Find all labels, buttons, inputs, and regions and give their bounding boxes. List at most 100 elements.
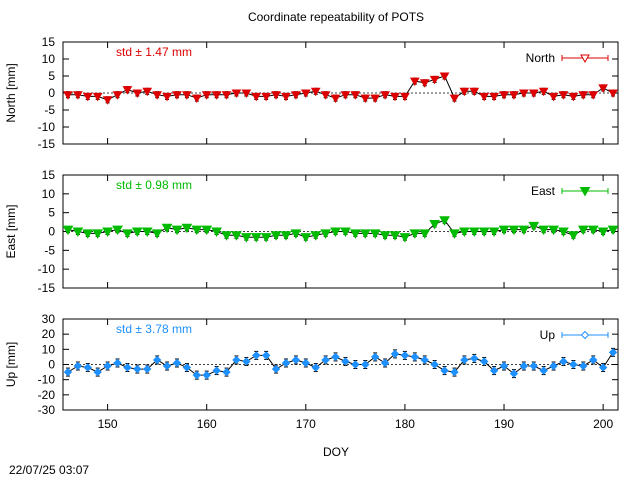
data-point xyxy=(132,89,143,99)
data-point xyxy=(141,227,153,238)
data-point xyxy=(311,363,320,372)
y-tick-label: 5 xyxy=(48,206,55,220)
data-point xyxy=(231,231,242,241)
data-point xyxy=(440,366,449,375)
x-tick-label: 180 xyxy=(395,417,415,431)
data-point xyxy=(410,352,420,362)
data-point xyxy=(479,357,489,366)
data-point xyxy=(83,363,92,372)
data-point xyxy=(122,86,133,95)
data-point xyxy=(82,92,93,102)
data-point xyxy=(281,358,291,368)
data-point xyxy=(519,361,529,371)
data-point xyxy=(548,225,559,236)
data-point xyxy=(291,355,301,365)
data-point xyxy=(400,351,410,360)
chart-title: Coordinate repeatability of POTS xyxy=(248,10,424,24)
legend-marker xyxy=(579,187,591,197)
data-point xyxy=(499,361,509,371)
data-point xyxy=(252,351,261,360)
data-point xyxy=(607,225,618,236)
data-point xyxy=(489,366,499,375)
y-tick-label: 10 xyxy=(42,52,56,66)
data-point xyxy=(529,361,538,371)
data-point xyxy=(597,227,609,238)
data-point xyxy=(548,92,559,102)
timestamp: 22/07/25 03:07 xyxy=(9,463,89,477)
x-tick-label: 200 xyxy=(593,417,613,431)
data-point xyxy=(578,91,589,100)
data-point xyxy=(232,355,241,365)
data-point xyxy=(171,225,183,236)
data-point xyxy=(162,92,172,102)
data-point xyxy=(181,223,193,234)
data-point xyxy=(499,91,509,100)
data-point xyxy=(439,216,450,226)
data-point xyxy=(488,227,500,238)
y-tick-label: -30 xyxy=(38,403,56,417)
data-point xyxy=(162,361,172,371)
data-point xyxy=(72,227,84,238)
data-point xyxy=(390,349,400,359)
data-point xyxy=(518,89,529,99)
data-point xyxy=(152,355,162,365)
data-point xyxy=(558,91,569,100)
data-point xyxy=(470,354,479,363)
data-point xyxy=(201,91,212,100)
data-point xyxy=(211,91,222,100)
data-point xyxy=(240,233,252,243)
data-point xyxy=(449,94,460,104)
y-tick-label: -10 xyxy=(38,262,56,276)
data-point xyxy=(301,358,311,368)
data-point xyxy=(587,225,599,236)
data-point xyxy=(509,369,519,378)
data-point xyxy=(429,219,441,230)
data-point xyxy=(419,79,430,88)
data-point xyxy=(270,231,282,241)
data-point xyxy=(518,225,530,236)
data-point xyxy=(221,91,232,100)
y-tick-label: 15 xyxy=(42,168,56,182)
y-tick-label: 30 xyxy=(42,312,56,326)
y-tick-label: -15 xyxy=(38,137,56,151)
data-point xyxy=(459,227,470,238)
data-point xyxy=(73,361,83,371)
data-point xyxy=(172,358,182,368)
data-point xyxy=(300,233,312,243)
data-point xyxy=(409,229,421,239)
data-point xyxy=(320,91,331,100)
data-point xyxy=(131,227,143,238)
data-point xyxy=(291,91,301,100)
data-point xyxy=(569,360,578,369)
data-point xyxy=(351,360,360,369)
data-point xyxy=(321,355,330,365)
data-point xyxy=(598,363,608,372)
data-point xyxy=(538,225,550,236)
series-up xyxy=(63,347,618,380)
data-point xyxy=(400,92,410,102)
data-point xyxy=(241,89,252,99)
data-point xyxy=(468,227,480,238)
data-point xyxy=(528,221,540,232)
data-point xyxy=(133,364,142,374)
data-point xyxy=(211,227,222,238)
legend-marker xyxy=(580,54,590,64)
data-point xyxy=(419,229,431,239)
data-point xyxy=(82,229,94,239)
y-tick-label: -20 xyxy=(38,388,56,402)
x-tick-label: 170 xyxy=(296,417,316,431)
data-point xyxy=(549,361,558,371)
data-point xyxy=(430,360,439,369)
data-point xyxy=(113,358,122,368)
data-point xyxy=(588,91,599,100)
data-point xyxy=(350,229,361,239)
data-point xyxy=(399,233,411,243)
data-point xyxy=(577,225,589,236)
y-tick-label: 0 xyxy=(48,225,55,239)
data-point xyxy=(598,84,608,93)
data-point xyxy=(182,91,192,100)
data-point xyxy=(449,229,460,239)
data-point xyxy=(281,92,291,102)
